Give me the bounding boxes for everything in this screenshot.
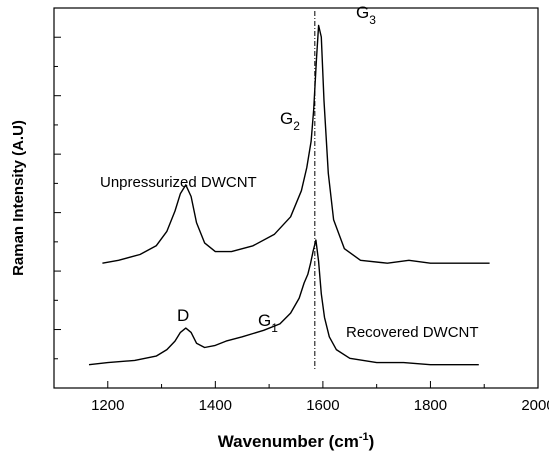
x-axis-title-text: Wavenumber (cm [218,432,359,451]
series-line-unpressurized [102,24,490,264]
peak-label-g1-sub: 1 [271,321,278,335]
x-tick-label: 1800 [414,397,447,414]
x-tick-label: 1600 [306,397,339,414]
series-group [88,24,490,366]
x-tick-labels: 1200 1400 1600 1800 2000 [91,397,549,414]
peak-label-g3: G3 [356,3,376,27]
x-axis-title: Wavenumber (cm-1) [218,431,375,451]
peak-label-g3-base: G [356,3,369,22]
peak-label-g2-base: G [280,109,293,128]
peak-label-g1-base: G [258,311,271,330]
plot-frame [53,7,539,389]
label-recovered: Recovered DWCNT [346,324,479,341]
peak-label-g2-sub: 2 [293,119,300,133]
peak-label-g2: G2 [280,109,300,133]
peak-label-g1: G1 [258,311,278,335]
peak-label-g3-sub: 3 [369,13,376,27]
series-line-recovered [88,239,479,366]
axis-ticks [53,36,539,388]
y-axis-title: Raman Intensity (A.U) [10,120,27,276]
x-tick-label: 1400 [199,397,232,414]
x-tick-label: 2000 [521,397,549,414]
x-axis-title-sup: -1 [359,431,369,443]
x-tick-label: 1200 [91,397,124,414]
x-axis-title-close: ) [369,432,375,451]
label-unpressurized: Unpressurized DWCNT [100,174,257,191]
peak-label-d: D [177,306,189,325]
